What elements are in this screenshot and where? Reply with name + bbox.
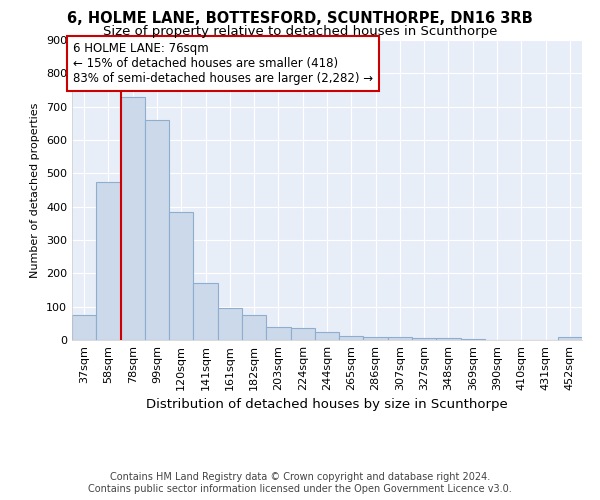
Bar <box>266 326 290 340</box>
Bar <box>558 338 582 340</box>
Bar <box>315 332 339 340</box>
X-axis label: Distribution of detached houses by size in Scunthorpe: Distribution of detached houses by size … <box>146 398 508 411</box>
Bar <box>193 284 218 340</box>
Bar <box>388 336 412 340</box>
Bar <box>461 339 485 340</box>
Bar <box>436 338 461 340</box>
Bar <box>96 182 121 340</box>
Bar <box>412 338 436 340</box>
Text: Contains HM Land Registry data © Crown copyright and database right 2024.
Contai: Contains HM Land Registry data © Crown c… <box>88 472 512 494</box>
Bar <box>145 120 169 340</box>
Bar <box>169 212 193 340</box>
Bar <box>364 336 388 340</box>
Text: Size of property relative to detached houses in Scunthorpe: Size of property relative to detached ho… <box>103 25 497 38</box>
Bar <box>72 315 96 340</box>
Bar <box>218 308 242 340</box>
Y-axis label: Number of detached properties: Number of detached properties <box>31 102 40 278</box>
Bar <box>242 315 266 340</box>
Text: 6 HOLME LANE: 76sqm
← 15% of detached houses are smaller (418)
83% of semi-detac: 6 HOLME LANE: 76sqm ← 15% of detached ho… <box>73 42 373 84</box>
Bar <box>290 328 315 340</box>
Text: 6, HOLME LANE, BOTTESFORD, SCUNTHORPE, DN16 3RB: 6, HOLME LANE, BOTTESFORD, SCUNTHORPE, D… <box>67 11 533 26</box>
Bar <box>339 336 364 340</box>
Bar <box>121 96 145 340</box>
